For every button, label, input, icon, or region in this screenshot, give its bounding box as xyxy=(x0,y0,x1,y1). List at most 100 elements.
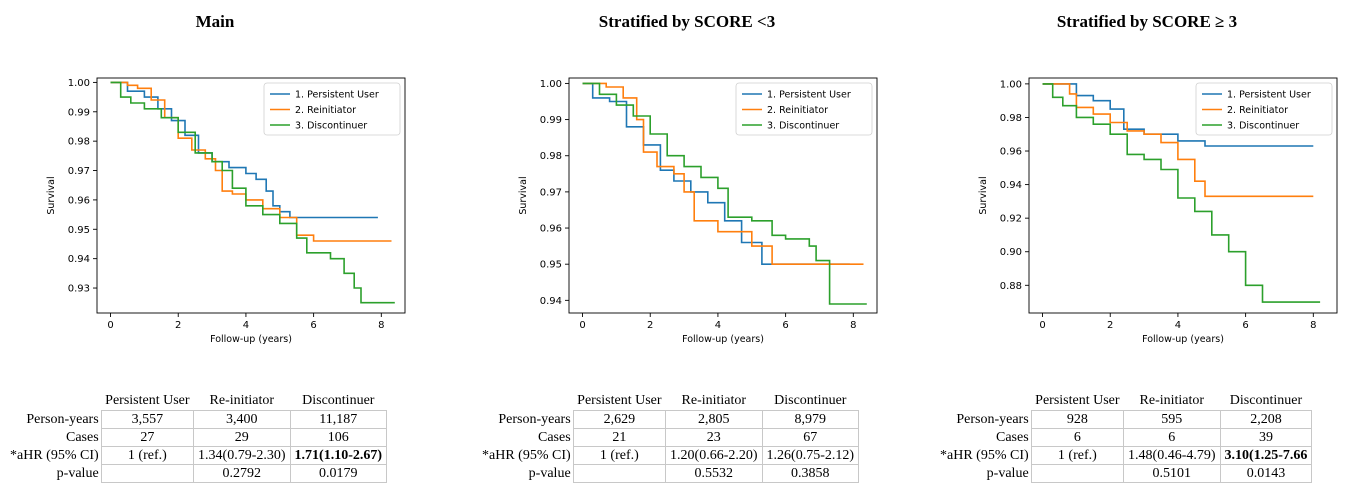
table-row: *aHR (95% CI) 1 (ref.) 1.48(0.46-4.79) 3… xyxy=(936,446,1313,465)
plot-frame xyxy=(96,77,406,314)
x-tick-label: 8 xyxy=(378,320,384,331)
col-header-persistent: Persistent User xyxy=(1035,392,1120,408)
table-cell xyxy=(572,464,667,483)
km-chart-score-lt3: 0 2 4 6 8 0.94 0.95 0.96 0.97 0.98 0.99 1.00 Follow-… xyxy=(518,77,878,345)
table-cell: 67 xyxy=(761,428,860,447)
table-cell: 6 xyxy=(1123,428,1221,447)
x-tick-label: 8 xyxy=(850,320,856,331)
y-tick-label: 0.97 xyxy=(68,166,90,177)
x-axis-label: Follow-up (years) xyxy=(210,334,292,345)
table-cell: 1 (ref.) xyxy=(572,446,667,465)
y-tick-label: 0.88 xyxy=(1000,281,1022,292)
table-row: Cases 27 29 106 xyxy=(6,428,388,447)
legend-label: 3. Discontinuer xyxy=(1227,121,1299,132)
y-tick-label: 1.00 xyxy=(1000,79,1022,90)
legend-label: 2. Reinitiator xyxy=(767,105,828,116)
table-row: Person-years 2,629 2,805 8,979 xyxy=(478,410,860,429)
y-tick-label: 0.98 xyxy=(68,137,90,148)
legend-label: 1. Persistent User xyxy=(295,90,379,101)
table-cell: 1.34(0.79-2.30) xyxy=(193,446,291,465)
x-tick-label: 6 xyxy=(310,320,316,331)
panel-title: Main xyxy=(195,12,235,31)
y-tick-label: 0.92 xyxy=(1000,214,1022,225)
table-cell: 3,400 xyxy=(193,410,291,429)
km-chart-score-ge3: 0 2 4 6 8 0.88 0.90 0.92 0.94 0.96 0.98 1.00 Follow-… xyxy=(978,77,1338,345)
table-row: *aHR (95% CI) 1 (ref.) 1.34(0.79-2.30) 1… xyxy=(6,446,388,465)
table-cell: 11,187 xyxy=(289,410,388,429)
legend-box xyxy=(263,82,401,136)
legend-label: 1. Persistent User xyxy=(767,90,851,101)
series-line-1 xyxy=(582,82,850,265)
x-tick-label: 4 xyxy=(715,320,721,331)
x-tick-label: 2 xyxy=(1107,320,1113,331)
y-tick-label: 0.94 xyxy=(1000,180,1022,191)
legend-label: 1. Persistent User xyxy=(1227,90,1311,101)
table-cell: 1.48(0.46-4.79) xyxy=(1123,446,1221,465)
table-cell: 6 xyxy=(1030,428,1125,447)
x-tick-label: 4 xyxy=(243,320,249,331)
y-tick-label: 0.94 xyxy=(540,296,562,307)
y-axis-label: Survival xyxy=(46,176,57,214)
plot-frame xyxy=(1028,77,1338,314)
row-label: *aHR (95% CI) xyxy=(10,447,99,463)
row-label: Cases xyxy=(537,429,571,445)
y-tick-label: 0.95 xyxy=(68,225,90,236)
row-label: Cases xyxy=(65,429,99,445)
legend-label: 2. Reinitiator xyxy=(295,105,356,116)
y-tick-label: 0.98 xyxy=(1000,113,1022,124)
row-label: p-value xyxy=(56,465,99,481)
x-axis-label: Follow-up (years) xyxy=(1142,334,1224,345)
row-label: Person-years xyxy=(26,411,99,427)
table-cell: 1 (ref.) xyxy=(1030,446,1125,465)
y-tick-label: 0.96 xyxy=(68,195,90,206)
col-header-reinitiator: Re-initiator xyxy=(209,392,275,408)
table-cell: 23 xyxy=(665,428,763,447)
series-line-3 xyxy=(1042,83,1321,303)
legend-label: 3. Discontinuer xyxy=(767,121,839,132)
x-tick-label: 6 xyxy=(1242,320,1248,331)
row-label: Person-years xyxy=(956,411,1029,427)
x-tick-label: 0 xyxy=(1039,320,1045,331)
table-cell: 0.2792 xyxy=(193,464,291,483)
legend-box xyxy=(735,82,873,136)
table-row: Person-years 3,557 3,400 11,187 xyxy=(6,410,388,429)
table-row: p-value 0.2792 0.0179 xyxy=(6,464,388,483)
series-line-3 xyxy=(110,81,395,304)
y-tick-label: 0.96 xyxy=(1000,147,1022,158)
x-tick-label: 8 xyxy=(1310,320,1316,331)
col-header-discontinuer: Discontinuer xyxy=(774,392,847,408)
table-row: p-value 0.5532 0.3858 xyxy=(478,464,860,483)
stats-table-score-lt3: Persistent User Re-initiator Discontinue… xyxy=(478,391,860,483)
table-cell: 0.0143 xyxy=(1219,464,1313,483)
km-chart-main: 0 2 4 6 8 0.93 0.94 0.95 0.96 0.97 0.98 0.99 1.00 Fol… xyxy=(46,77,406,345)
row-label: *aHR (95% CI) xyxy=(482,447,571,463)
series-line-2 xyxy=(1042,83,1314,198)
table-cell: 21 xyxy=(572,428,667,447)
panel-main: Main 0 2 4 6 8 0.93 0.94 0.95 0.96 0.97 0.98 0.99 1.… xyxy=(0,0,430,497)
col-header-discontinuer: Discontinuer xyxy=(1229,392,1303,408)
table-cell: 1.26(0.75-2.12) xyxy=(761,446,860,465)
series-line-2 xyxy=(582,82,864,265)
col-header-discontinuer: Discontinuer xyxy=(302,392,375,408)
table-cell: 29 xyxy=(193,428,291,447)
row-label: *aHR (95% CI) xyxy=(940,447,1029,463)
legend-label: 2. Reinitiator xyxy=(1227,105,1288,116)
table-cell: 27 xyxy=(100,428,195,447)
col-header-persistent: Persistent User xyxy=(577,392,662,408)
series-line-3 xyxy=(582,82,867,305)
y-tick-label: 0.97 xyxy=(540,187,562,198)
stats-table-main: Persistent User Re-initiator Discontinue… xyxy=(6,391,388,483)
table-row: p-value 0.5101 0.0143 xyxy=(936,464,1313,483)
table-row: Cases 21 23 67 xyxy=(478,428,860,447)
x-tick-label: 4 xyxy=(1175,320,1181,331)
table-cell: 2,805 xyxy=(665,410,763,429)
plot-frame xyxy=(568,77,878,314)
table-cell: 106 xyxy=(289,428,388,447)
x-tick-label: 0 xyxy=(107,320,113,331)
y-tick-label: 0.96 xyxy=(540,224,562,235)
y-tick-label: 0.99 xyxy=(540,115,562,126)
table-cell: 1.71(1.10-2.67) xyxy=(289,446,388,465)
y-tick-label: 0.93 xyxy=(68,284,90,295)
y-tick-label: 0.98 xyxy=(540,151,562,162)
table-cell: 1 (ref.) xyxy=(100,446,195,465)
